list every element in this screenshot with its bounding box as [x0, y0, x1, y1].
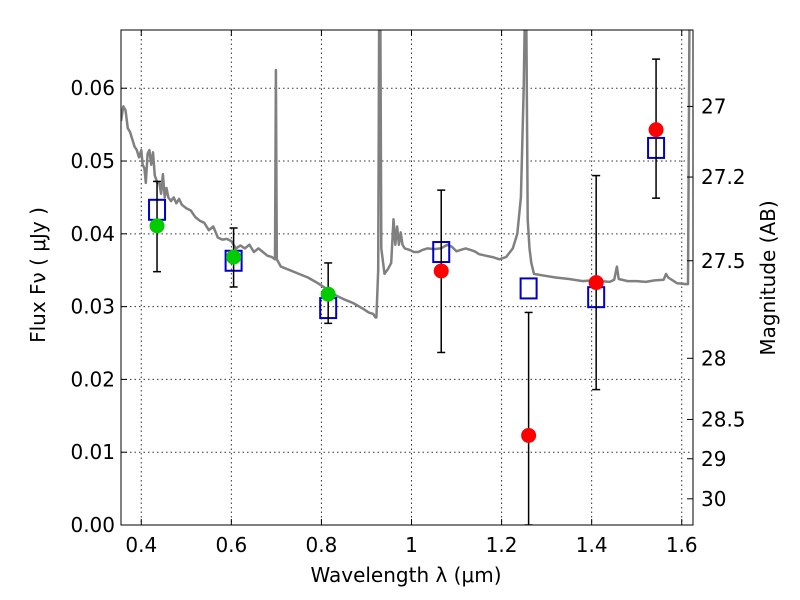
- x-tick-label: 0.8: [306, 533, 338, 557]
- axis-ticks: 0.4 0.6 0.8 1 1.2 1.4 1.6 0.00 0.01 0.02 0.03 0.04 0…: [70, 30, 746, 557]
- observed-point: [433, 263, 449, 279]
- right-y-tick-label: 27.5: [701, 249, 746, 273]
- grid-lines: [121, 30, 693, 526]
- observed-point: [521, 427, 537, 443]
- x-tick-label: 1.2: [486, 533, 518, 557]
- plot-area: [121, 30, 691, 525]
- spectrum-line: [121, 30, 691, 319]
- y-tick-label: 0.00: [70, 513, 115, 537]
- right-y-tick-label: 30: [701, 487, 726, 511]
- right-y-tick-label: 28.5: [701, 407, 746, 431]
- right-y-tick-label: 27: [701, 94, 726, 118]
- y-tick-label: 0.02: [70, 367, 115, 391]
- observed-point: [149, 218, 165, 234]
- x-tick-label: 1.4: [576, 533, 608, 557]
- observed-point: [320, 286, 336, 302]
- right-y-tick-label: 27.2: [701, 165, 746, 189]
- y-tick-label: 0.04: [70, 222, 115, 246]
- y-tick-label: 0.01: [70, 440, 115, 464]
- right-y-tick-label: 29: [701, 447, 726, 471]
- y-tick-label: 0.05: [70, 149, 115, 173]
- y-axis-title: Flux Fν ( μJy ): [26, 207, 50, 343]
- x-tick-label: 0.6: [215, 533, 247, 557]
- right-y-axis-title: Magnitude (AB): [756, 200, 780, 355]
- y-tick-label: 0.03: [70, 295, 115, 319]
- model-square-point: [519, 277, 538, 300]
- right-y-tick-label: 28: [701, 346, 726, 370]
- y-tick-label: 0.06: [70, 76, 115, 100]
- x-axis-title: Wavelength λ (μm): [310, 563, 501, 587]
- observed-point: [226, 249, 242, 265]
- observed-point: [588, 275, 604, 291]
- x-tick-label: 1.6: [666, 533, 698, 557]
- observed-point: [648, 122, 664, 138]
- x-tick-label: 1: [405, 533, 418, 557]
- x-tick-label: 0.4: [125, 533, 157, 557]
- plot-frame: [120, 29, 694, 526]
